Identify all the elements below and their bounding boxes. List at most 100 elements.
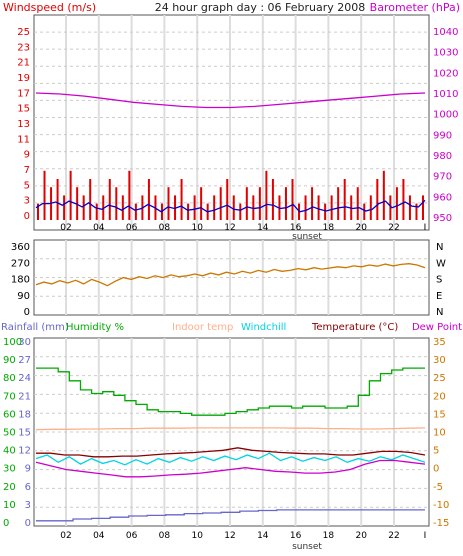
x-tick-label: 16 (290, 223, 302, 233)
x-tick-label: 18 (323, 223, 335, 233)
y-tick-label: 15 (17, 104, 30, 115)
legend-windchill: Windchill (241, 322, 286, 333)
wind-series (35, 92, 426, 220)
y-tick-label: 60 (3, 409, 16, 420)
y-tick-label: 30 (433, 355, 446, 366)
y-tick-label: 10 (3, 500, 16, 511)
y-tick-label: 15 (433, 409, 446, 420)
y-tick-label: 90 (17, 291, 30, 302)
temperature-grid (34, 338, 429, 526)
y-tick-label: 11 (17, 134, 30, 145)
y-tick-label: E (436, 291, 442, 302)
humidity-line (36, 367, 425, 416)
y-tick-label: 990 (433, 130, 452, 141)
y-tick-label: 80 (3, 373, 16, 384)
wind-left-label: Windspeed (m/s) (3, 1, 96, 14)
x-tick-label: 04 (93, 531, 105, 541)
x-tick-label: 16 (290, 531, 302, 541)
x-tick-label: 22 (388, 531, 399, 541)
y-tick-label: 0 (24, 307, 30, 318)
y-tick-label: 27 (18, 355, 31, 366)
legend-humidity: Humidity % (66, 322, 124, 333)
direction-plot-frame (33, 239, 430, 316)
y-tick-label: 360 (11, 242, 30, 253)
rainfall-line (36, 509, 425, 522)
temperature-sunset-label: sunset (292, 542, 322, 552)
x-tick-label: 20 (355, 223, 367, 233)
y-tick-label: 100 (3, 337, 22, 348)
y-tick-label: -5 (433, 482, 443, 493)
direction-left-ticks: 360 270 180 90 0 (11, 242, 30, 318)
x-tick-label: 18 (323, 531, 335, 541)
y-tick-label: 17 (17, 88, 30, 99)
y-tick-label: 23 (17, 42, 30, 53)
y-tick-label: 90 (3, 355, 16, 366)
x-tick-label: 10 (191, 223, 203, 233)
temperature-plot-frame (33, 337, 430, 527)
y-tick-label: 1010 (433, 89, 458, 100)
y-tick-label: 35 (433, 337, 446, 348)
y-tick-label: 7 (24, 165, 30, 176)
x-tick-label: I (424, 531, 427, 541)
y-tick-label: 25 (17, 27, 30, 38)
y-tick-label: 9 (25, 464, 31, 475)
y-tick-label: 1040 (433, 27, 458, 38)
legend-dew-point: Dew Point (412, 322, 462, 333)
x-tick-label: 04 (93, 223, 105, 233)
x-tick-label: 14 (257, 531, 269, 541)
y-tick-label: 1020 (433, 68, 458, 79)
x-tick-label: 20 (355, 531, 367, 541)
x-tick-label: 08 (159, 223, 171, 233)
temperature-series (35, 367, 426, 522)
y-tick-label: 3 (24, 196, 30, 207)
y-tick-label: 0 (24, 211, 30, 222)
barometer-line (35, 92, 426, 109)
y-tick-label: 15 (18, 428, 31, 439)
y-tick-label: 180 (11, 275, 30, 286)
windchill-line (35, 452, 426, 466)
y-tick-label: 1000 (433, 110, 458, 121)
legend-indoor-temp: Indoor temp (172, 322, 233, 333)
y-tick-label: W (436, 258, 446, 269)
y-tick-label: 9 (24, 150, 30, 161)
legend-rainfall: Rainfall (mm) (1, 322, 69, 333)
temperature-line (36, 447, 426, 458)
y-tick-label: 6 (25, 482, 31, 493)
y-tick-label: 25 (433, 373, 446, 384)
graph-title: 24 hour graph day : 06 February 2008 (155, 1, 366, 14)
x-tick-label: 12 (224, 223, 235, 233)
y-tick-label: 20 (3, 482, 16, 493)
y-tick-label: 0 (3, 518, 9, 529)
x-tick-label: 06 (126, 223, 138, 233)
direction-series (35, 263, 426, 287)
wind-panel: Windspeed (m/s) 24 hour graph day : 06 F… (3, 1, 460, 242)
y-tick-label: 20 (433, 391, 446, 402)
y-tick-label: N (436, 307, 443, 318)
wind-right-ticks: 1040 1030 1020 1010 1000 990 980 970 960 950 (433, 27, 458, 224)
y-tick-label: 3 (25, 500, 31, 511)
y-tick-label: 1030 (433, 48, 458, 59)
y-tick-label: 30 (3, 464, 16, 475)
wind-x-ticks: 02 04 06 08 10 12 14 16 18 20 22 I (60, 223, 426, 233)
y-tick-label: 18 (18, 409, 31, 420)
x-tick-label: 06 (126, 531, 138, 541)
wind-right-label: Barometer (hPa) (370, 1, 460, 14)
y-tick-label: 70 (3, 391, 16, 402)
x-tick-label: 02 (60, 531, 71, 541)
temperature-ticks: 35 30 25 20 15 10 5 0 -5 -10 -15 (433, 337, 449, 529)
y-tick-label: 40 (3, 446, 16, 457)
y-tick-label: S (436, 275, 442, 286)
y-tick-label: 12 (18, 446, 31, 457)
y-tick-label: 980 (433, 151, 452, 162)
wind-left-ticks: 25 23 21 19 17 15 13 11 9 7 5 3 0 (17, 27, 30, 222)
wind-plot-frame (33, 14, 430, 231)
y-tick-label: 970 (433, 172, 452, 183)
y-tick-label: 10 (433, 428, 446, 439)
y-tick-label: -15 (433, 518, 449, 529)
x-tick-label: 02 (60, 223, 71, 233)
indoor-temp-line (35, 427, 426, 431)
